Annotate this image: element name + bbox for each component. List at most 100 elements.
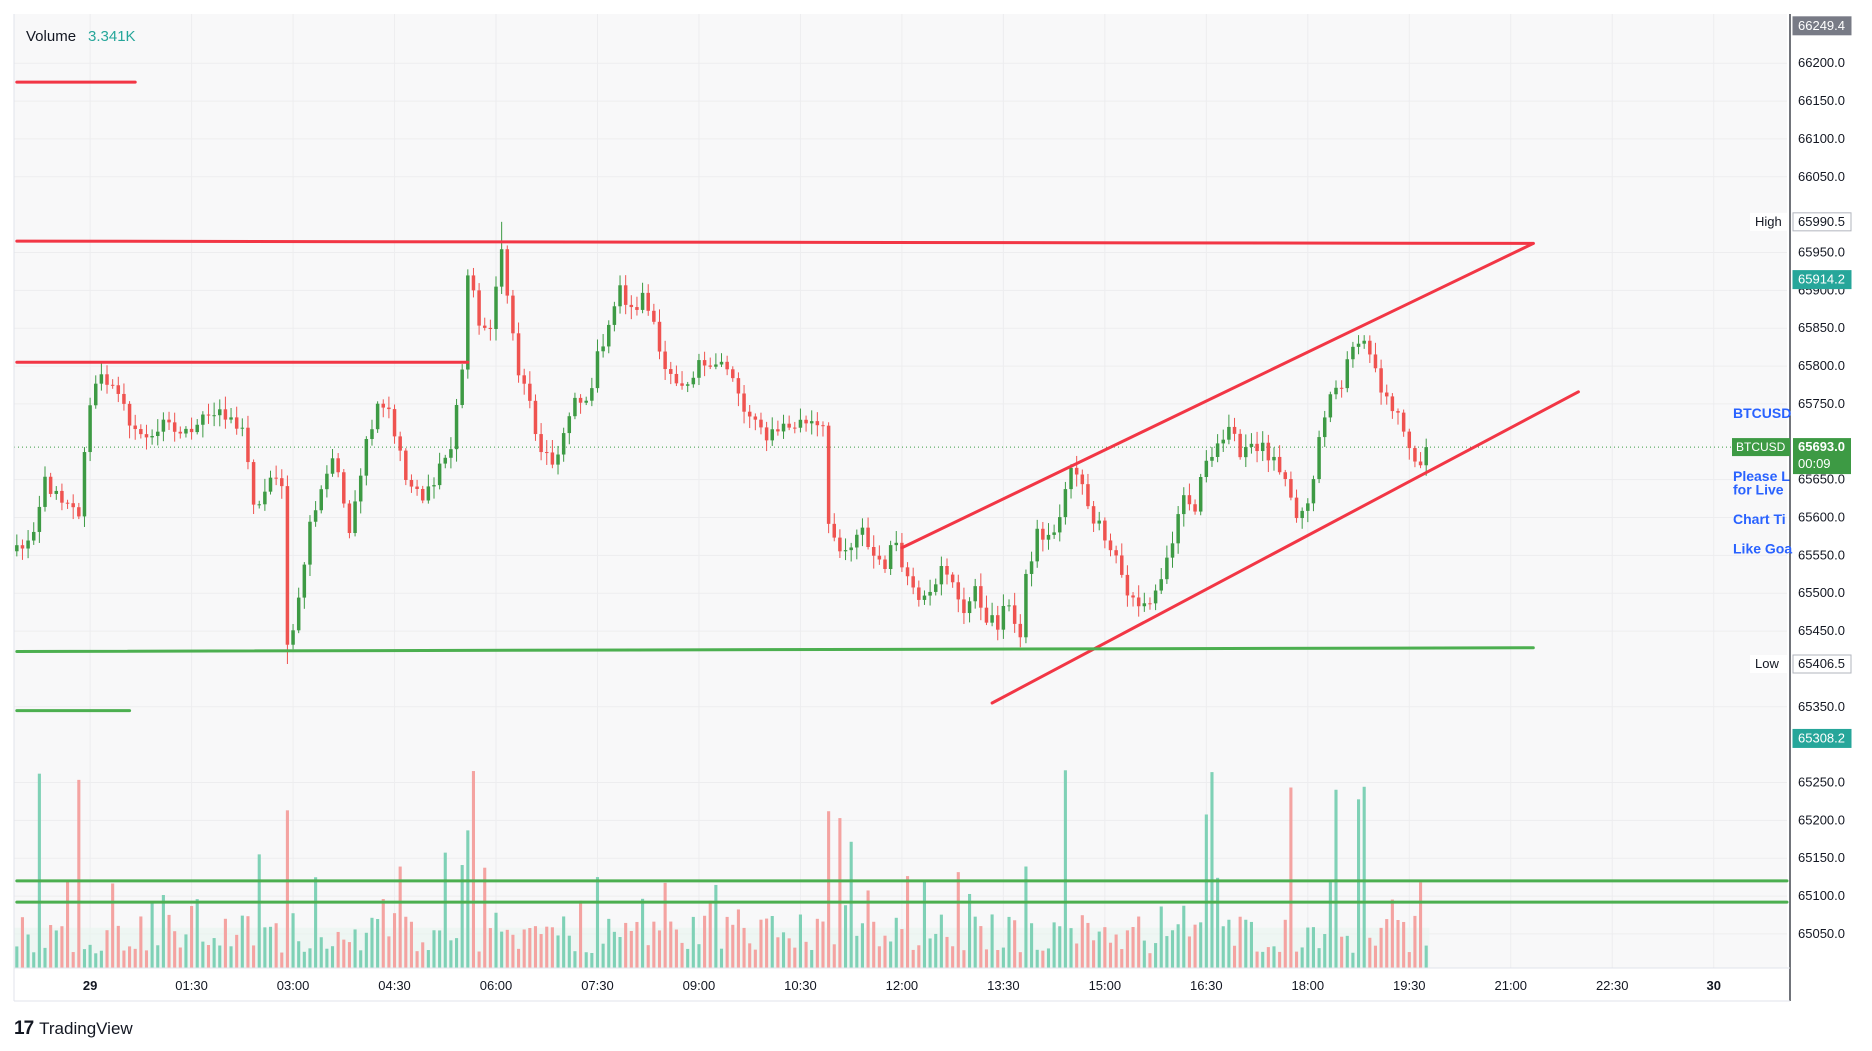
volume-bar (105, 930, 109, 968)
candle-body (156, 431, 160, 436)
candle-body (809, 421, 814, 424)
volume-bar (1024, 866, 1028, 968)
candle-body (71, 503, 75, 508)
volume-bar (550, 927, 554, 968)
candle-body (979, 586, 983, 608)
volume-bar (1261, 951, 1265, 968)
candle-body (494, 286, 498, 330)
candle-body (781, 423, 786, 432)
volume-bar (872, 921, 876, 968)
volume-bar (1351, 952, 1355, 968)
volume-bar (849, 841, 853, 968)
volume-bar (263, 927, 267, 968)
candle-body (894, 542, 899, 546)
candle-body (93, 383, 98, 406)
candle-body (178, 431, 183, 434)
price-tick-label: 65850.0 (1798, 320, 1845, 335)
volume-bar (652, 921, 656, 968)
volume-bar (1035, 949, 1039, 968)
candle-body (708, 365, 712, 367)
price-tick-label: 65050.0 (1798, 926, 1845, 941)
volume-bar (1249, 921, 1253, 968)
volume-bar (1137, 916, 1141, 968)
price-label-text: 65406.5 (1798, 656, 1845, 671)
volume-bar (1317, 948, 1321, 968)
volume-bar (274, 923, 278, 968)
volume-bar (697, 944, 701, 968)
candle-body (1401, 412, 1406, 432)
volume-bar (257, 854, 261, 968)
volume-bar (359, 950, 363, 968)
candle-body (1345, 359, 1350, 389)
volume-bar (1193, 924, 1197, 968)
candlesticks[interactable] (15, 221, 1428, 665)
drawing-lines[interactable] (15, 80, 1789, 904)
volume-bar (94, 953, 98, 968)
time-tick-label: 16:30 (1190, 978, 1223, 993)
candle-body (1272, 456, 1276, 461)
candle-body (195, 424, 199, 433)
volume-bar (1289, 787, 1293, 968)
candle-body (201, 414, 205, 425)
candle-body (234, 417, 239, 429)
volume-bar (32, 952, 36, 968)
candle-body (928, 591, 932, 596)
volume-bar (951, 946, 955, 968)
volume-bar (387, 936, 391, 968)
volume-bar (1187, 936, 1191, 968)
candle-body (437, 463, 442, 486)
candle-body (189, 428, 194, 433)
volume-bar (370, 917, 374, 968)
volume-bar (1199, 922, 1203, 968)
tradingview-logo-text: TradingView (39, 1019, 133, 1038)
tradingview-logo[interactable]: 17 TradingView (14, 1018, 133, 1040)
volume-bar (1013, 920, 1017, 968)
last-price-text: 65693.0 (1798, 439, 1845, 454)
candle-body (984, 607, 989, 623)
candle-body (1198, 477, 1203, 512)
time-tick-label: 29 (83, 978, 97, 993)
candle-body (663, 351, 667, 370)
candle-body (432, 485, 436, 487)
volume-bar (1097, 931, 1101, 968)
candle-body (1368, 340, 1372, 355)
candle-body (54, 490, 59, 494)
volume-bar (1080, 915, 1084, 968)
candle-body (866, 527, 870, 548)
volume-bar (494, 912, 498, 968)
volume-bar (60, 926, 64, 968)
volume-bar (1052, 922, 1056, 968)
volume-bar (392, 913, 397, 968)
candle-body (511, 295, 515, 334)
volume-bar (703, 915, 707, 968)
axes[interactable] (13, 14, 1791, 1002)
volume-bar (821, 921, 825, 968)
candle-body (1227, 426, 1231, 440)
volume-bar (1396, 920, 1400, 968)
candle-body (1317, 437, 1321, 480)
candle-body (1001, 605, 1006, 630)
candle-body (1159, 579, 1163, 591)
volume-bar (443, 852, 447, 968)
candle-body (1407, 431, 1412, 449)
volume-bar (1114, 934, 1118, 968)
candle-body (967, 601, 972, 614)
candle-body (1221, 439, 1225, 444)
candle-body (911, 576, 915, 588)
candle-body (1356, 343, 1361, 347)
candle-body (420, 488, 425, 501)
volume-bar (1041, 950, 1045, 968)
candle-body (1300, 510, 1304, 519)
candle-body (623, 285, 628, 305)
volume-bar (195, 899, 199, 968)
candle-body (353, 501, 357, 534)
candle-body (905, 567, 910, 577)
candle-body (990, 615, 994, 623)
candle-body (257, 504, 261, 506)
last-symbol-box (1732, 438, 1790, 457)
candle-body (477, 290, 481, 326)
plot-area[interactable] (14, 14, 1787, 968)
volume-bar (201, 941, 205, 968)
volume-bar (776, 937, 780, 968)
